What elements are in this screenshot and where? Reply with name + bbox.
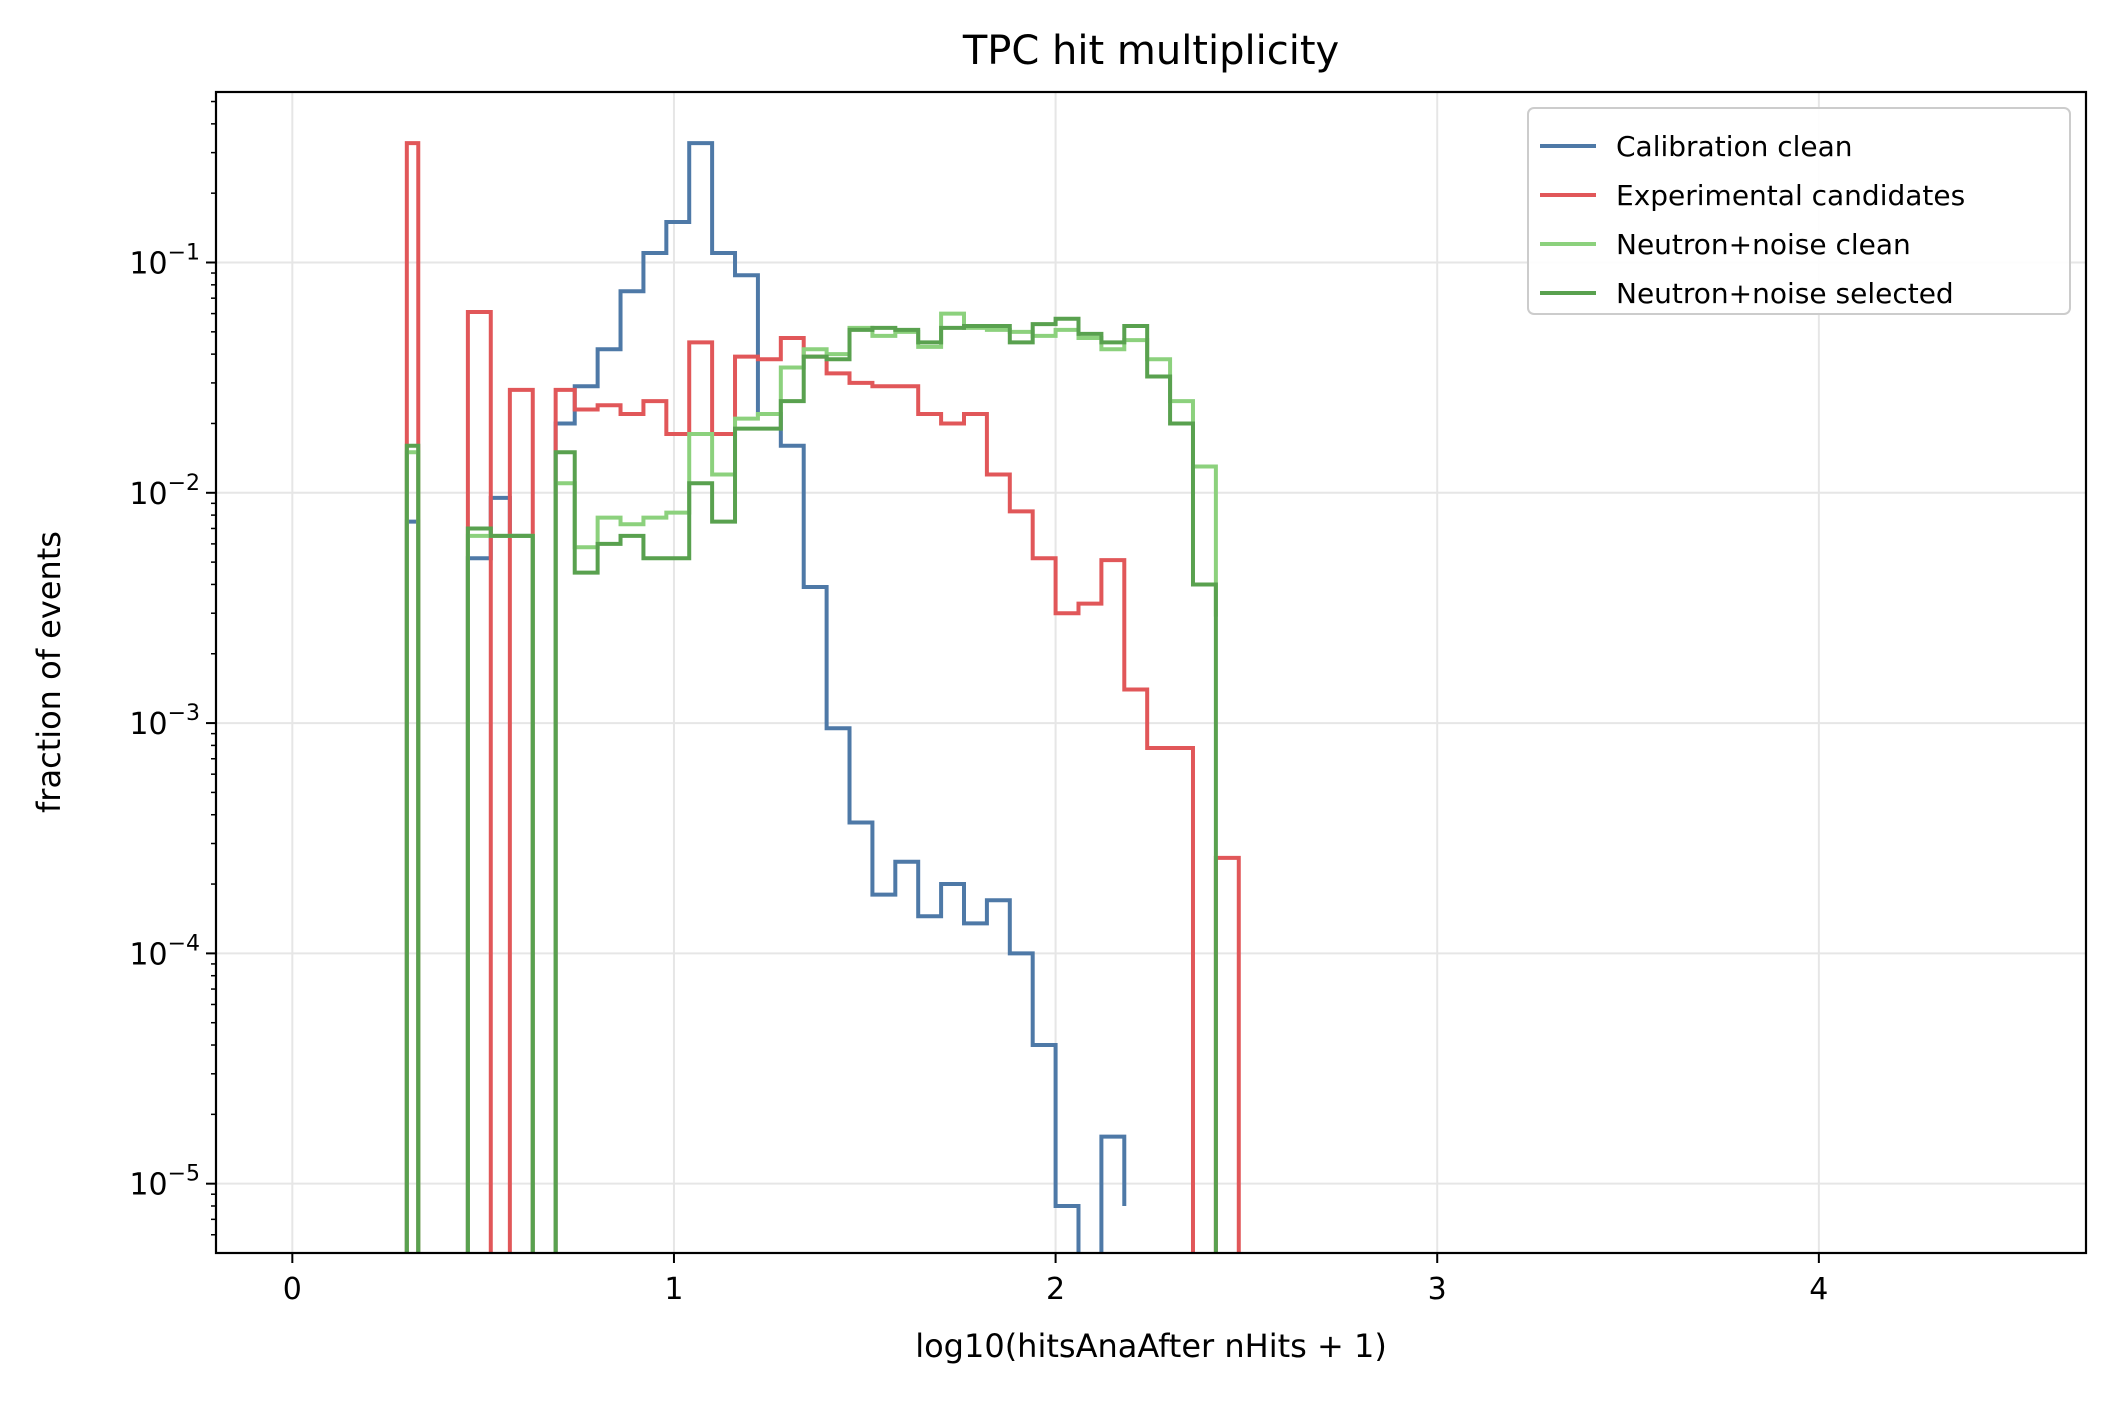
series-line [404,316,1218,1253]
legend-box [1527,107,2071,315]
legend: Calibration clean Experimental candidates… [1527,107,2071,315]
y-tick-label: 10−5 [129,1162,200,1203]
y-tick-label: 10−4 [129,931,200,972]
legend-label: Neutron+noise clean [1616,228,1911,261]
y-tick-label: 10−3 [129,701,200,742]
series-line [404,311,1218,1253]
legend-label: Calibration clean [1616,130,1853,163]
chart-title: TPC hit multiplicity [962,28,1339,74]
x-tick-label: 1 [664,1272,683,1307]
x-axis: 0 1 2 3 4 [283,1253,1828,1307]
x-axis-title: log10(hitsAnaAfter nHits + 1) [915,1327,1387,1365]
plot-frame [214,90,2088,1255]
legend-label: Experimental candidates [1616,179,1965,212]
y-axis: 10−5 10−4 10−3 10−2 10−1 [129,100,216,1236]
legend-label: Neutron+noise selected [1616,277,1954,310]
series-layer [404,141,1241,1253]
y-axis-title: fraction of events [30,531,68,813]
x-tick-label: 3 [1428,1272,1447,1307]
x-tick-label: 2 [1046,1272,1065,1307]
y-tick-label: 10−1 [129,241,200,282]
x-tick-label: 0 [283,1272,302,1307]
y-tick-label: 10−2 [129,471,200,512]
x-tick-label: 4 [1809,1272,1828,1307]
